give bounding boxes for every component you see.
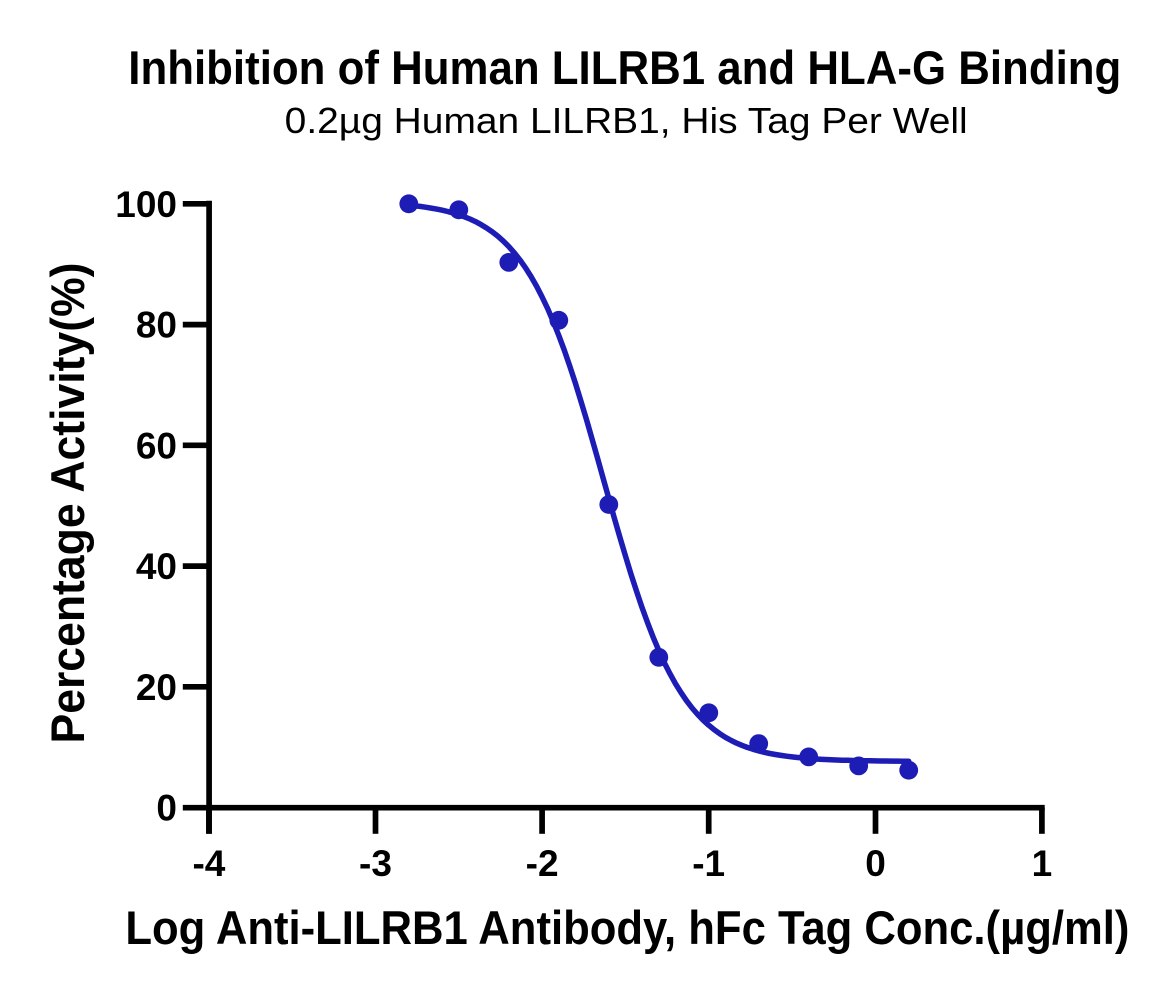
svg-text:-3: -3	[359, 843, 392, 884]
svg-text:Log Anti-LILRB1 Antibody, hFc: Log Anti-LILRB1 Antibody, hFc Tag Conc.(…	[125, 901, 1129, 954]
svg-text:0: 0	[865, 843, 886, 884]
svg-text:Inhibition of Human LILRB1 and: Inhibition of Human LILRB1 and HLA-G Bin…	[128, 41, 1121, 94]
svg-text:1: 1	[1032, 843, 1053, 884]
svg-text:0.2µg Human LILRB1, His Tag Pe: 0.2µg Human LILRB1, His Tag Per Well	[285, 100, 968, 141]
svg-text:-4: -4	[192, 843, 225, 884]
svg-text:0: 0	[156, 788, 177, 829]
svg-text:20: 20	[136, 667, 177, 708]
svg-text:100: 100	[115, 184, 177, 225]
svg-text:40: 40	[136, 546, 177, 587]
svg-text:60: 60	[136, 425, 177, 466]
svg-text:80: 80	[136, 305, 177, 346]
svg-text:Percentage Activity(%): Percentage Activity(%)	[41, 263, 94, 744]
svg-text:-2: -2	[526, 843, 559, 884]
svg-text:-1: -1	[692, 843, 725, 884]
